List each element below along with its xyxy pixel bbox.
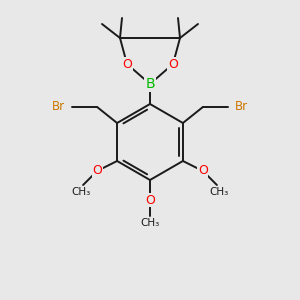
Text: O: O [168, 58, 178, 70]
Text: CH₃: CH₃ [140, 218, 160, 228]
Text: Br: Br [52, 100, 65, 113]
Text: Br: Br [235, 100, 248, 113]
Text: O: O [145, 194, 155, 206]
Text: B: B [145, 77, 155, 91]
Text: O: O [198, 164, 208, 178]
Text: O: O [92, 164, 102, 178]
Text: O: O [122, 58, 132, 70]
Text: CH₃: CH₃ [71, 187, 91, 197]
Text: CH₃: CH₃ [209, 187, 229, 197]
